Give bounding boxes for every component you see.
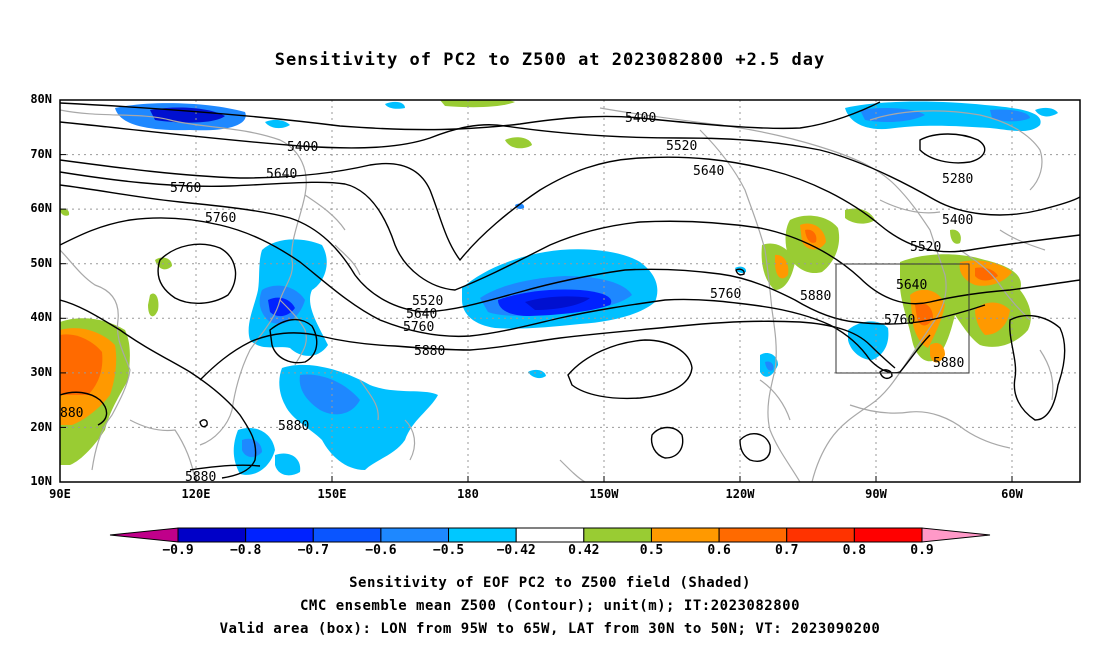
contour-label: 5400 (625, 111, 656, 126)
colorbar-tick-label: 0.8 (842, 543, 867, 558)
colorbar-tick-label: −0.9 (162, 543, 194, 558)
footer-line-3: Valid area (box): LON from 95W to 65W, L… (219, 621, 881, 637)
contour-label: 5520 (910, 240, 941, 255)
contour-label: 5760 (884, 313, 915, 328)
colorbar-cell (650, 527, 720, 543)
contour-label: 5880 (185, 470, 216, 485)
contour-label: 5640 (406, 307, 437, 322)
lat-label-70n: 70N (30, 147, 52, 161)
colorbar-cell (245, 527, 314, 543)
colorbar-cell (786, 527, 855, 543)
lon-label-150e: 150E (317, 487, 347, 501)
lon-label-90e: 90E (49, 487, 71, 501)
colorbar-cell (177, 527, 247, 543)
colorbar-cell (718, 527, 788, 543)
contour-label: 5760 (205, 211, 236, 226)
colorbar-triangle-low (109, 527, 179, 543)
lat-label-80n: 80N (30, 92, 52, 106)
colorbar-triangle-high (921, 527, 991, 543)
lon-label-60w: 60W (1001, 487, 1023, 501)
colorbar-cell (448, 527, 517, 543)
lon-label-90w: 90W (865, 487, 887, 501)
colorbar-cell (853, 527, 923, 543)
valid-area-box (835, 263, 970, 374)
contour-label: 5880 (278, 419, 309, 434)
colorbar-tick-label: 0.42 (568, 543, 600, 558)
footer-line-2: CMC ensemble mean Z500 (Contour); unit(m… (299, 598, 800, 614)
lat-label-30n: 30N (30, 365, 52, 379)
colorbar-tick-label: −0.8 (229, 543, 262, 558)
colorbar-cell (312, 527, 382, 543)
lat-label-50n: 50N (30, 256, 52, 270)
colorbar-tick-label: 0.6 (707, 543, 731, 558)
axis-ticks (60, 154, 1013, 482)
contour-label: 5520 (666, 139, 697, 154)
lat-label-20n: 20N (30, 420, 52, 434)
contour-label: 5400 (942, 213, 973, 228)
lat-label-60n: 60N (30, 201, 52, 215)
z500-contours (60, 101, 1080, 479)
footer-line-1: Sensitivity of EOF PC2 to Z500 field (Sh… (349, 575, 751, 591)
colorbar-tick-label: −0.7 (297, 543, 329, 558)
lat-label-40n: 40N (30, 310, 52, 324)
contour-label: 5880 (933, 356, 964, 371)
contour-label: 5760 (170, 181, 201, 196)
colorbar-cell (583, 527, 652, 543)
coastlines (60, 107, 1054, 482)
contour-label-group: 5400 5400 5520 5640 5640 5760 5760 5520 … (60, 111, 973, 485)
contour-label: 5640 (693, 164, 724, 179)
colorbar-cell (380, 527, 450, 543)
lon-label-150w: 150W (589, 487, 619, 501)
contour-label: 5880 (800, 289, 831, 304)
lat-label-10n: 10N (30, 474, 52, 488)
lon-label-120w: 120W (725, 487, 755, 501)
contour-label: 5280 (942, 172, 973, 187)
contour-label: 880 (60, 406, 83, 421)
colorbar-tick-label: −0.6 (365, 543, 397, 558)
colorbar-tick-label: 0.7 (774, 543, 799, 558)
contour-label: 5760 (710, 287, 741, 302)
contour-label: 5880 (414, 344, 445, 359)
contour-label: 5520 (412, 294, 443, 309)
colorbar-tick-label: 0.5 (639, 543, 664, 558)
colorbar-tick-label: −0.5 (432, 543, 465, 558)
lon-label-120e: 120E (181, 487, 211, 501)
colorbar-tick-label: −0.42 (496, 543, 536, 558)
contour-label: 5400 (287, 140, 318, 155)
contour-label: 5640 (266, 167, 297, 182)
contour-label: 5760 (403, 320, 434, 335)
contour-label: 5640 (896, 278, 927, 293)
colorbar-tick-label: 0.9 (910, 543, 934, 558)
map-frame (59, 99, 1081, 483)
lon-label-180: 180 (457, 487, 479, 501)
colorbar-cell (515, 527, 585, 543)
figure-title: Sensitivity of PC2 to Z500 at 2023082800… (274, 50, 826, 70)
